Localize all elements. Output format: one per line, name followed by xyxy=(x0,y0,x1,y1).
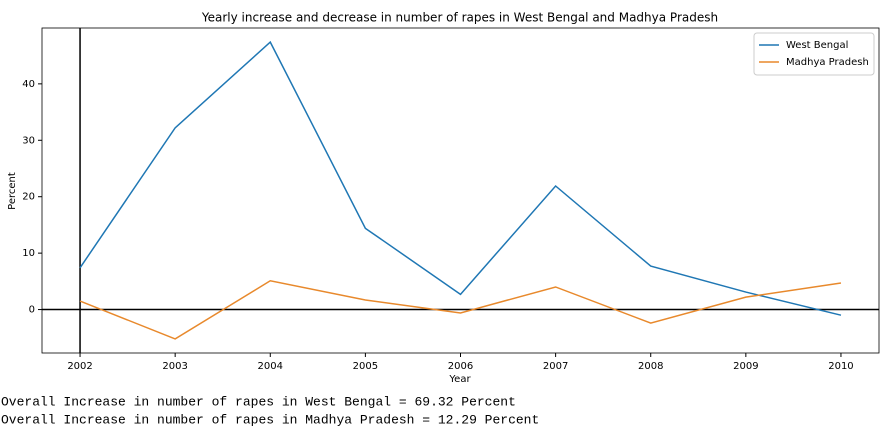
output-line: Overall Increase in number of rapes in W… xyxy=(1,394,516,409)
y-axis-label: Percent xyxy=(7,172,18,210)
y-tick-label: 20 xyxy=(22,192,35,203)
x-tick-label: 2006 xyxy=(448,361,473,372)
x-tick-label: 2005 xyxy=(353,361,378,372)
x-tick-label: 2009 xyxy=(733,361,758,372)
x-tick-label: 2004 xyxy=(258,361,283,372)
y-tick-label: 0 xyxy=(29,305,35,316)
x-tick-label: 2007 xyxy=(543,361,568,372)
legend-label: Madhya Pradesh xyxy=(786,57,869,68)
x-tick-label: 2002 xyxy=(67,361,92,372)
y-tick-label: 30 xyxy=(22,135,35,146)
axes-frame xyxy=(41,27,880,354)
x-tick-label: 2010 xyxy=(828,361,853,372)
x-axis-label: Year xyxy=(448,374,471,385)
x-tick-label: 2008 xyxy=(638,361,663,372)
series-line xyxy=(79,40,842,316)
y-tick-label: 40 xyxy=(22,79,35,90)
legend-label: West Bengal xyxy=(786,40,848,51)
x-tick-label: 2003 xyxy=(162,361,187,372)
legend-box xyxy=(753,32,875,76)
series-line xyxy=(79,279,842,340)
y-tick-label: 10 xyxy=(22,248,35,259)
chart-title: Yearly increase and decrease in number o… xyxy=(201,11,718,25)
output-line: Overall Increase in number of rapes in M… xyxy=(1,412,539,427)
